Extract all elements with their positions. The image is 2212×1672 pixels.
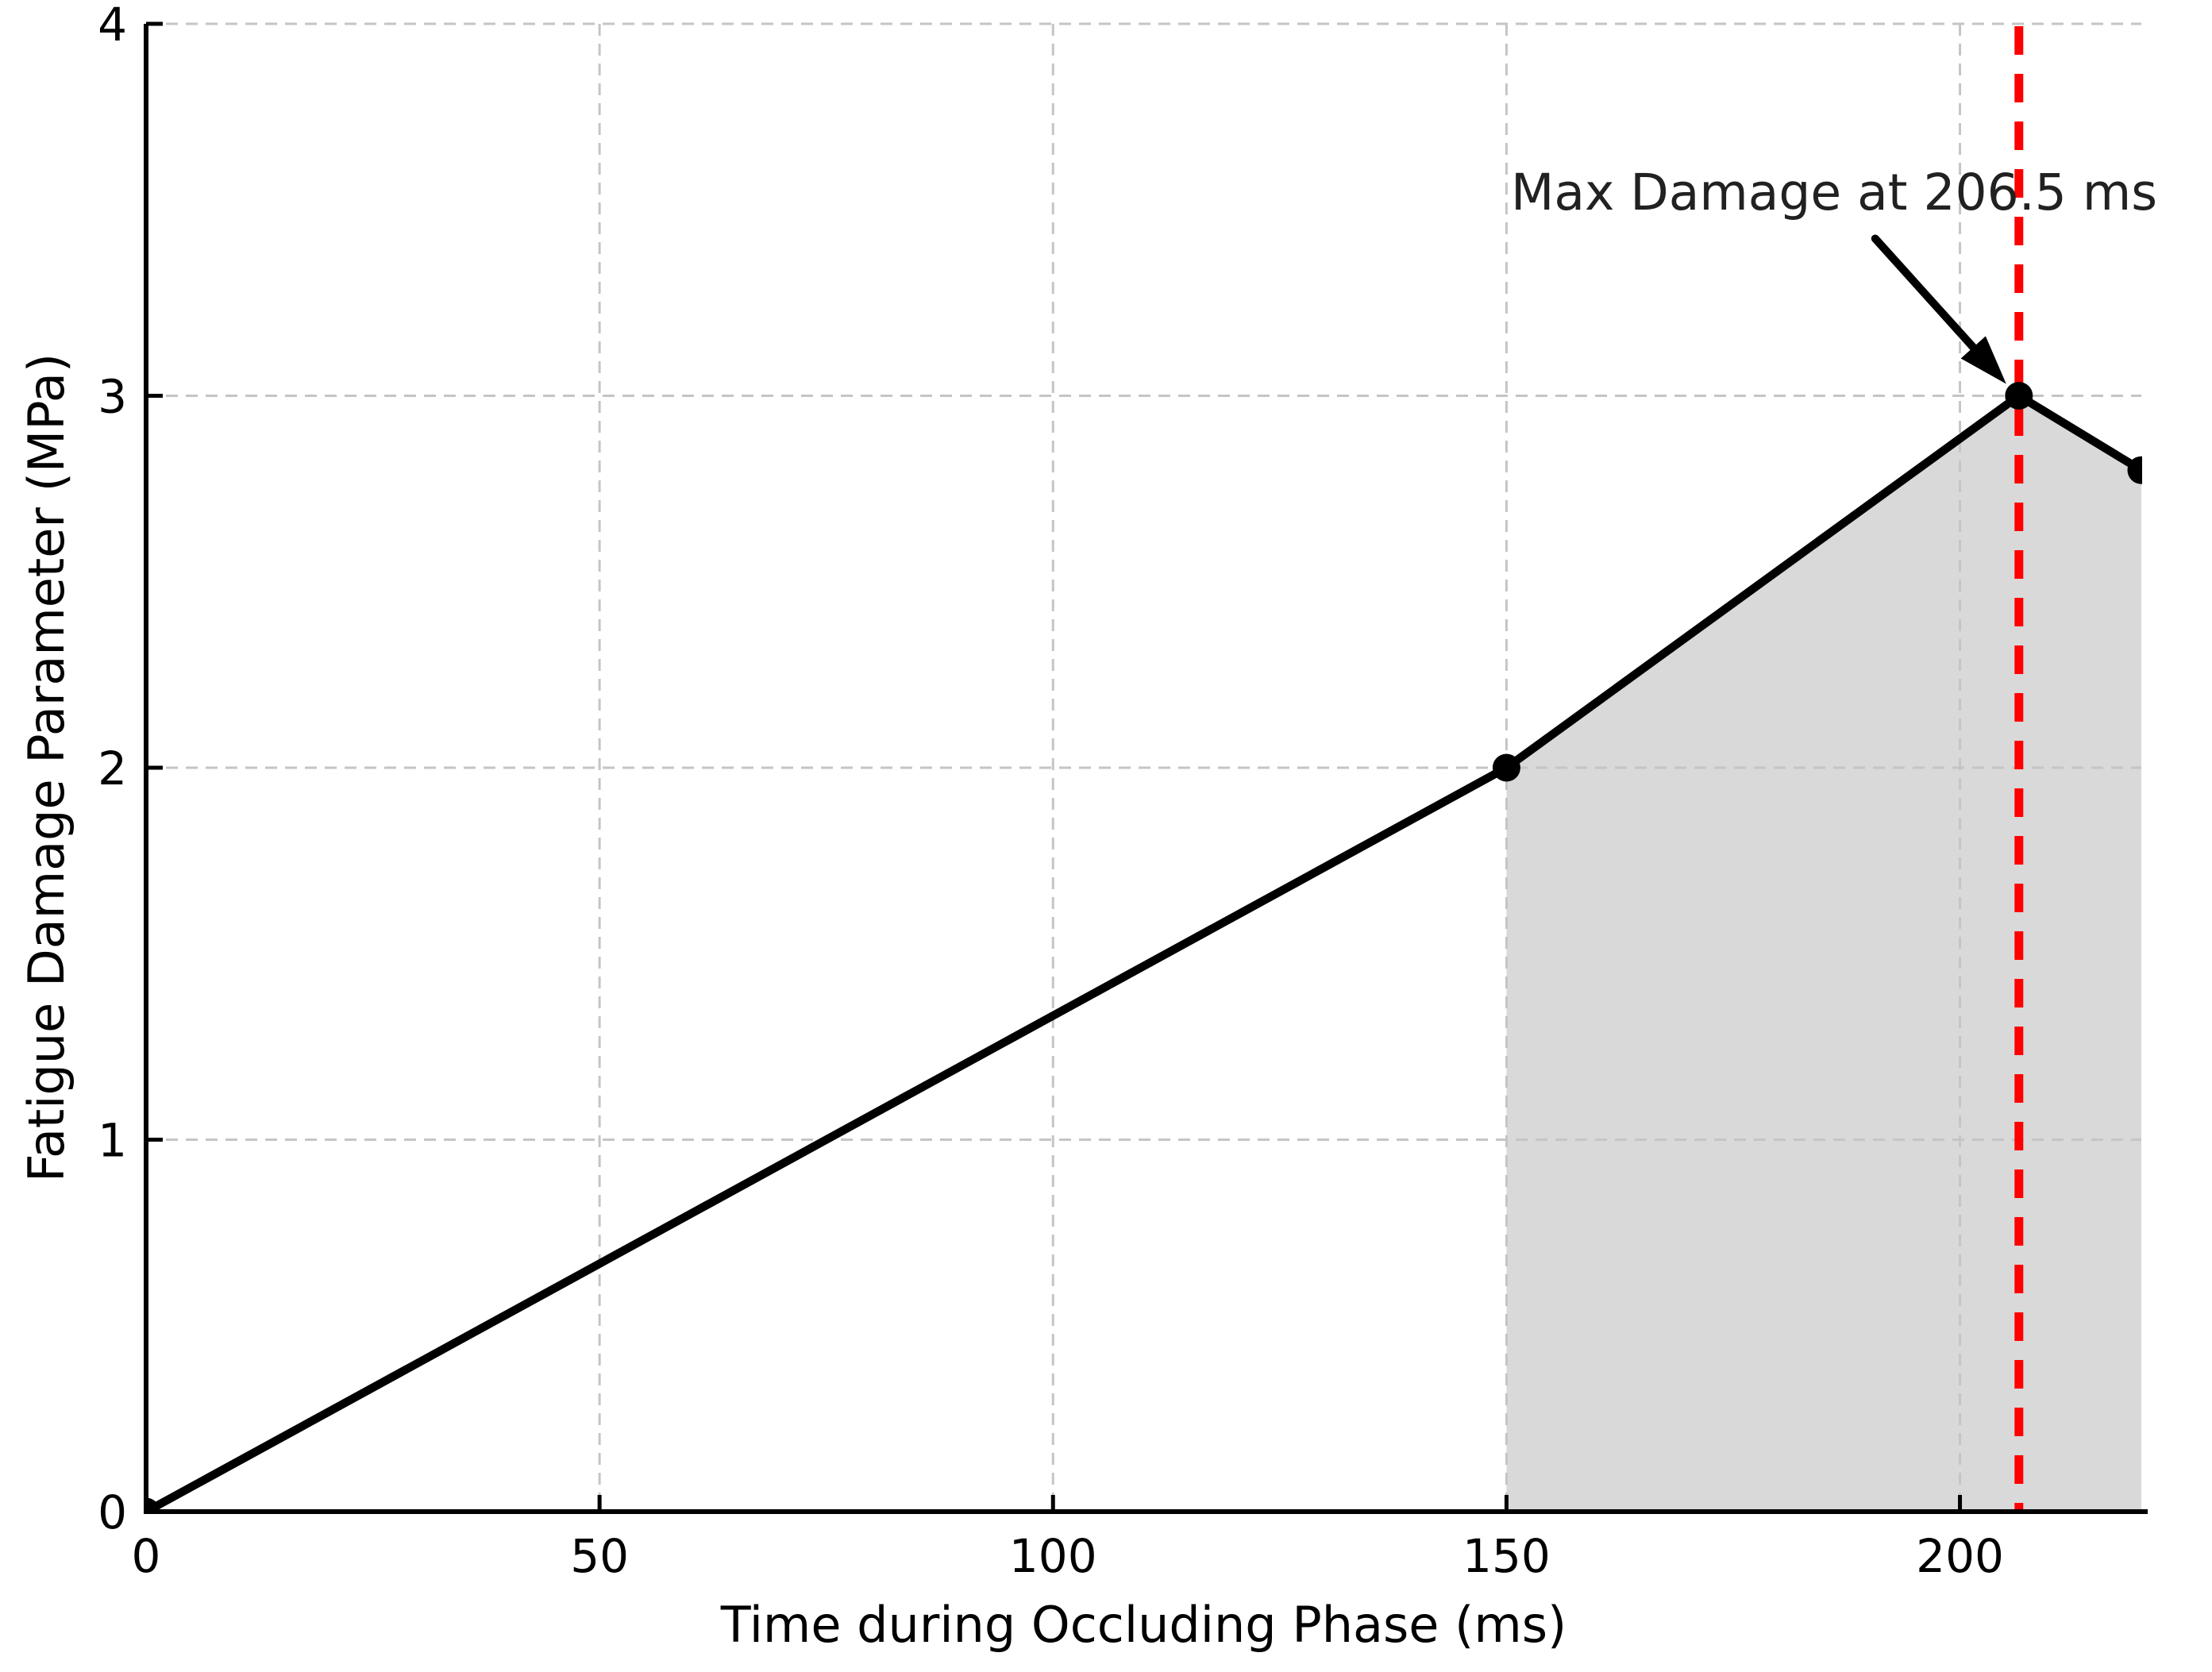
data-point-marker bbox=[2005, 382, 2033, 410]
tick-marks bbox=[144, 21, 1963, 1514]
series-line bbox=[145, 391, 2142, 1512]
y-tick-label: 1 bbox=[98, 1114, 127, 1168]
x-tick-label: 50 bbox=[570, 1529, 629, 1583]
data-point-marker bbox=[145, 1497, 160, 1512]
annotation-arrowhead bbox=[1960, 336, 2006, 384]
data-point-marker bbox=[2127, 456, 2142, 484]
annotation: Max Damage at 206.5 ms bbox=[1511, 164, 2157, 384]
x-tick-label: 0 bbox=[132, 1529, 161, 1583]
x-tick-label: 200 bbox=[1916, 1529, 2004, 1583]
annotation-arrow bbox=[1871, 234, 1983, 357]
x-tick-label: 100 bbox=[1009, 1529, 1097, 1583]
annotation-text: Max Damage at 206.5 ms bbox=[1511, 164, 2157, 222]
data-point-marker bbox=[1492, 753, 1520, 782]
x-axis-title: Time during Occluding Phase (ms) bbox=[720, 1596, 1567, 1654]
shaded-area-under-curve bbox=[1506, 395, 2141, 1512]
y-tick-label: 0 bbox=[98, 1485, 127, 1539]
y-axis-title: Fatigue Damage Parameter (MPa) bbox=[17, 353, 75, 1182]
y-tick-label: 2 bbox=[98, 742, 127, 796]
y-tick-label: 3 bbox=[98, 370, 127, 424]
series-group bbox=[145, 382, 2142, 1512]
x-tick-label: 150 bbox=[1462, 1529, 1551, 1583]
y-tick-label: 4 bbox=[98, 0, 127, 52]
